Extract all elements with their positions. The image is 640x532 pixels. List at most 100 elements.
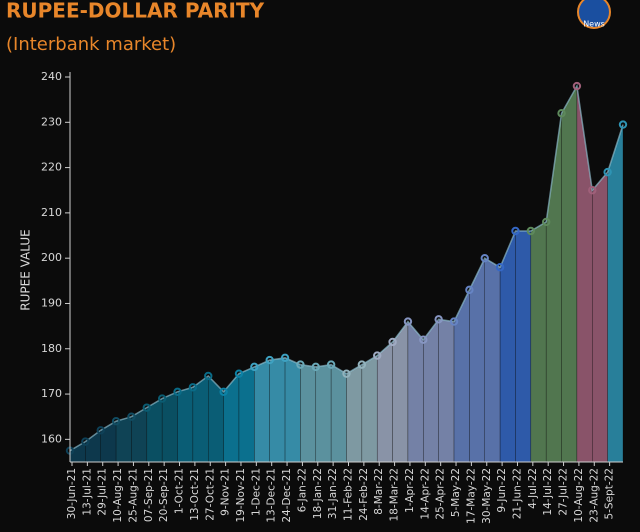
x-tick-label: 23-Aug-22 [588, 468, 600, 523]
y-tick-label: 160 [41, 432, 62, 445]
area-segment [377, 341, 393, 463]
area-segment [254, 359, 270, 463]
marker [219, 387, 228, 396]
x-tick-label: 13-Jul-21 [81, 468, 93, 516]
x-tick-label: 31-Jan-22 [327, 468, 339, 519]
x-tick-label: 21-Jun-22 [511, 468, 523, 519]
y-tick-label: 230 [41, 115, 62, 128]
area-segment [177, 387, 194, 463]
marker [173, 387, 182, 396]
x-tick-label: 13-Dec-21 [266, 468, 278, 523]
marker [357, 360, 367, 369]
area-segment [162, 391, 178, 463]
y-tick-label: 200 [41, 251, 62, 264]
x-tick-label: 13-Oct-21 [189, 468, 201, 521]
area-segment [269, 357, 286, 463]
x-tick-label: 18-Jan-22 [312, 468, 324, 519]
y-tick-label: 220 [41, 161, 62, 174]
x-tick-label: 11-Feb-22 [343, 468, 355, 521]
marker [434, 315, 443, 324]
x-tick-label: 5-May-22 [450, 468, 462, 517]
x-tick-label: 10-Aug-22 [573, 468, 585, 523]
marker [111, 417, 121, 426]
marker [388, 337, 397, 347]
marker [557, 109, 566, 118]
marker [127, 412, 136, 421]
area-segment [592, 171, 608, 463]
marker [250, 362, 259, 372]
y-tick-label: 240 [41, 70, 62, 83]
x-tick-label: 29-Jul-21 [97, 468, 109, 516]
x-tick-label: 14-Jul-22 [542, 468, 554, 516]
area-segment [238, 366, 255, 463]
x-tick-label: 1-Oct-21 [174, 468, 186, 514]
x-tick-label: 18-Mar-22 [389, 468, 401, 521]
marker [495, 263, 505, 272]
x-tick-label: 4-Jul-22 [527, 468, 539, 509]
marker [280, 353, 290, 363]
logo-badge [577, 0, 611, 29]
x-tick-label: 1-Dec-21 [250, 468, 262, 516]
x-tick-label: 17-May-22 [465, 468, 477, 524]
marker [142, 403, 152, 412]
chart-subtitle: (Interbank market) [6, 34, 176, 55]
marker [234, 369, 244, 378]
y-tick-label: 190 [41, 296, 62, 309]
marker [157, 394, 167, 403]
x-tick-label: 25-Apr-22 [435, 468, 447, 520]
x-tick-label: 25-Aug-21 [127, 468, 139, 523]
marker [480, 253, 489, 263]
x-tick-label: 24-Dec-21 [281, 468, 293, 523]
marker [188, 383, 198, 392]
marker [81, 437, 90, 446]
area-segment [315, 364, 332, 463]
marker [572, 81, 582, 91]
marker [296, 360, 305, 369]
area-segment [330, 364, 347, 463]
marker [96, 426, 105, 435]
area-segment [361, 355, 378, 463]
marker [618, 120, 628, 129]
y-tick-label: 180 [41, 342, 62, 355]
x-tick-label: 8-Mar-22 [373, 468, 385, 515]
area-segment [515, 230, 531, 463]
x-tick-label: 1-Apr-22 [404, 468, 416, 513]
area-segment [484, 257, 501, 463]
x-tick-label: 10-Aug-21 [112, 468, 124, 523]
area-segment [561, 85, 578, 463]
area-segment [438, 319, 455, 463]
x-tick-label: 07-Sep-21 [143, 468, 155, 522]
marker [511, 226, 520, 236]
y-axis-label: RUPEE VALUE [19, 229, 33, 310]
x-tick-label: 24-Feb-22 [358, 468, 370, 521]
marker [588, 186, 597, 195]
marker [465, 285, 474, 295]
area-segment [530, 221, 547, 463]
area-segment [284, 357, 301, 463]
logo-text: News [583, 20, 605, 29]
y-tick-label: 170 [41, 387, 62, 400]
logo: News [577, 0, 611, 29]
x-tick-label: 27-Jul-22 [558, 468, 570, 516]
y-tick-label: 210 [41, 206, 62, 219]
line [69, 83, 624, 452]
x-tick-label: 5-Sept-22 [604, 468, 616, 520]
marker [311, 362, 320, 372]
marker [419, 335, 428, 344]
x-tick-label: 14-Apr-22 [419, 468, 431, 520]
x-tick-label: 9-Nov-21 [220, 468, 232, 516]
marker [342, 369, 351, 378]
marker [603, 167, 612, 177]
marker [449, 317, 459, 326]
area-segment [300, 364, 316, 463]
marker [526, 226, 536, 236]
marker [403, 317, 413, 326]
x-tick-label: 9-Jun-22 [496, 468, 508, 513]
marker [204, 371, 213, 381]
x-tick-label: 27-Oct-21 [204, 468, 216, 521]
marker [265, 355, 274, 365]
x-tick-label: 20-Sep-21 [158, 468, 170, 522]
x-tick-label: 30-Jun-21 [66, 468, 78, 519]
x-tick-label: 19-Nov-21 [235, 468, 247, 523]
